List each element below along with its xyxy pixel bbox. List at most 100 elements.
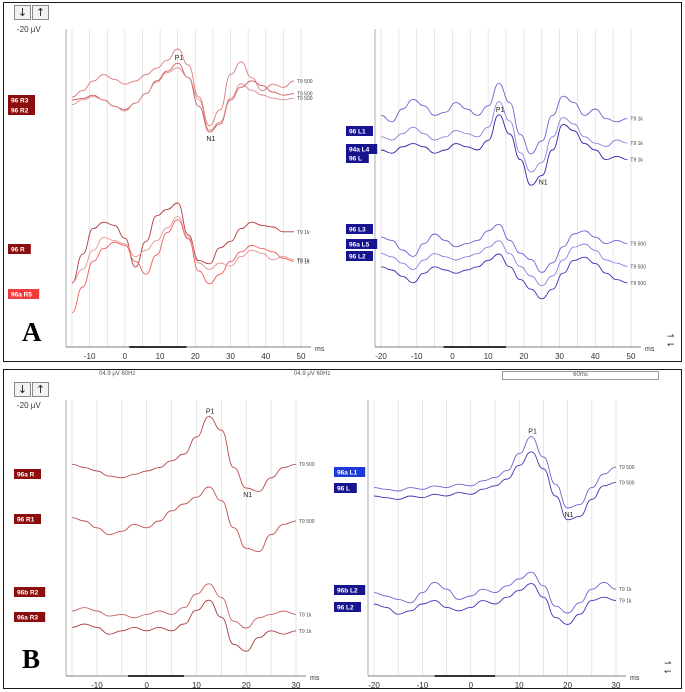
scroll-up-button[interactable]: ↑ — [32, 382, 49, 397]
x-axis-label: ms — [645, 346, 655, 353]
series-line — [380, 114, 628, 186]
channel-tag-label: 96a L5 — [349, 242, 370, 249]
series-line — [71, 62, 295, 133]
channel-tag: 96a R — [14, 469, 41, 479]
peak-label: P1 — [528, 429, 537, 436]
series-line — [373, 436, 617, 509]
peak-label: P1 — [206, 409, 215, 416]
x-axis-label: ms — [310, 675, 320, 682]
series-line — [380, 223, 628, 273]
x-tick-label: 0 — [123, 352, 128, 361]
series-end-label: T9 500 — [630, 242, 646, 248]
channel-tag-box — [14, 514, 41, 524]
series-end-label: T9 1k — [630, 141, 643, 147]
series-end-label: T9 500 — [630, 281, 646, 287]
time-window-box[interactable]: 60ms — [502, 371, 659, 380]
channel-tag-box — [346, 239, 378, 249]
channel-tag-label: 96 L — [337, 486, 350, 493]
panel-b: 04.9 µV 60Hz 04.9 µV 60Hz 60ms ↓ ↑ -20 µ… — [3, 369, 682, 690]
nav-arrows-icon[interactable]: ⇀ ↽ — [664, 659, 672, 677]
channel-tag: 96 R — [8, 244, 31, 254]
left-ear-plot: -10 0 10 20 30 ms T9 500 T9 500 T9 1k T9 1k 96a R 9… — [14, 400, 320, 690]
series-line — [71, 599, 297, 652]
series-line — [380, 240, 628, 287]
peak-label: P1 — [496, 107, 505, 114]
channel-tag: 96b L2 — [334, 585, 366, 595]
channel-tag-label: 96a R — [17, 472, 35, 479]
channel-tag-label: 96 R1 — [17, 517, 35, 524]
series-end-label: T9 1k — [299, 629, 312, 635]
x-tick-label: 0 — [450, 352, 455, 361]
x-tick-label: 50 — [627, 352, 636, 361]
x-tick-label: 10 — [515, 681, 524, 690]
channel-tag-box — [334, 602, 361, 612]
series-line — [373, 583, 617, 625]
series-line — [71, 202, 294, 284]
series-end-label: T9 1k — [630, 117, 643, 123]
channel-tag-label: 96 R3 — [11, 98, 29, 105]
channel-tag-label: 96a L1 — [337, 470, 358, 477]
right-ear-plot: -20 -10 0 10 20 30 ms T9 500 T9 500 T9 1k T9 1k 96a… — [334, 400, 640, 690]
channel-tag-box — [8, 244, 31, 254]
right-ear-plot: -20 -10 0 10 20 30 40 50 ms T9 1k T9 1k T9 1k T9 500… — [346, 29, 655, 361]
channel-tag-label: 96 L1 — [349, 129, 366, 136]
scroll-up-button[interactable]: ↑ — [32, 5, 49, 20]
channel-tag: 96a R5 — [8, 289, 40, 299]
series-line — [380, 101, 628, 173]
x-tick-label: 30 — [612, 681, 621, 690]
channel-tag: 96 L — [334, 483, 357, 493]
channel-tag-label: 94a L4 — [349, 147, 370, 154]
x-tick-label: -20 — [375, 352, 387, 361]
channel-tag-box — [346, 224, 373, 234]
series-end-label: T9 1k — [619, 599, 632, 605]
x-tick-label: 10 — [156, 352, 165, 361]
channel-tag-box — [346, 126, 373, 136]
channel-tag-label: 96 L3 — [349, 227, 366, 234]
series-end-label: T9 500 — [630, 264, 646, 270]
x-tick-label: -10 — [417, 681, 429, 690]
channel-tag: 96a R3 — [14, 612, 46, 622]
x-tick-label: -10 — [84, 352, 96, 361]
series-end-label: T9 1k — [630, 158, 643, 164]
channel-tag-box — [14, 469, 41, 479]
series-line — [71, 416, 297, 492]
series-end-label: T9 500 — [299, 519, 315, 525]
series-line — [373, 571, 617, 614]
channel-tag: 96 R1 — [14, 514, 41, 524]
peak-label: N1 — [243, 492, 252, 499]
channel-tag: 96a L5 — [346, 239, 378, 249]
channel-tag: 96b R2 — [14, 587, 46, 597]
channel-tag: 94a L4 — [346, 144, 378, 154]
x-tick-label: 0 — [469, 681, 474, 690]
series-end-label: T9 1k — [297, 258, 310, 264]
series-end-label: T9 500 — [619, 465, 635, 471]
channel-tag-box — [8, 105, 35, 115]
series-line — [71, 67, 295, 131]
channel-tag-label: 96 R — [11, 247, 25, 254]
series-line — [373, 451, 617, 521]
x-tick-label: 20 — [242, 681, 251, 690]
channel-tag: 96 L2 — [334, 602, 361, 612]
panel-letter: A — [22, 317, 42, 347]
toolbar-readout-2: 04.9 µV 60Hz — [294, 371, 331, 377]
scroll-down-button[interactable]: ↓ — [14, 382, 31, 397]
channel-tag: 96 L2 — [346, 251, 373, 261]
channel-tag: 96 L1 — [346, 126, 373, 136]
channel-tag-box — [8, 95, 35, 105]
x-tick-label: 30 — [226, 352, 235, 361]
x-tick-label: 20 — [191, 352, 200, 361]
x-axis-label: ms — [315, 346, 325, 353]
x-tick-label: -10 — [91, 681, 103, 690]
grid — [71, 400, 297, 676]
series-line — [71, 583, 297, 629]
x-tick-label: 50 — [297, 352, 306, 361]
channel-tag-label: 96 L — [349, 156, 362, 163]
nav-arrows-icon[interactable]: ⇀ ↽ — [667, 332, 675, 350]
channel-tag-box — [334, 467, 366, 477]
channel-tag-label: 96b L2 — [337, 588, 358, 595]
scroll-down-button[interactable]: ↓ — [14, 5, 31, 20]
series-end-label: T9 500 — [299, 462, 315, 468]
x-tick-label: 10 — [484, 352, 493, 361]
x-tick-label: 0 — [144, 681, 149, 690]
